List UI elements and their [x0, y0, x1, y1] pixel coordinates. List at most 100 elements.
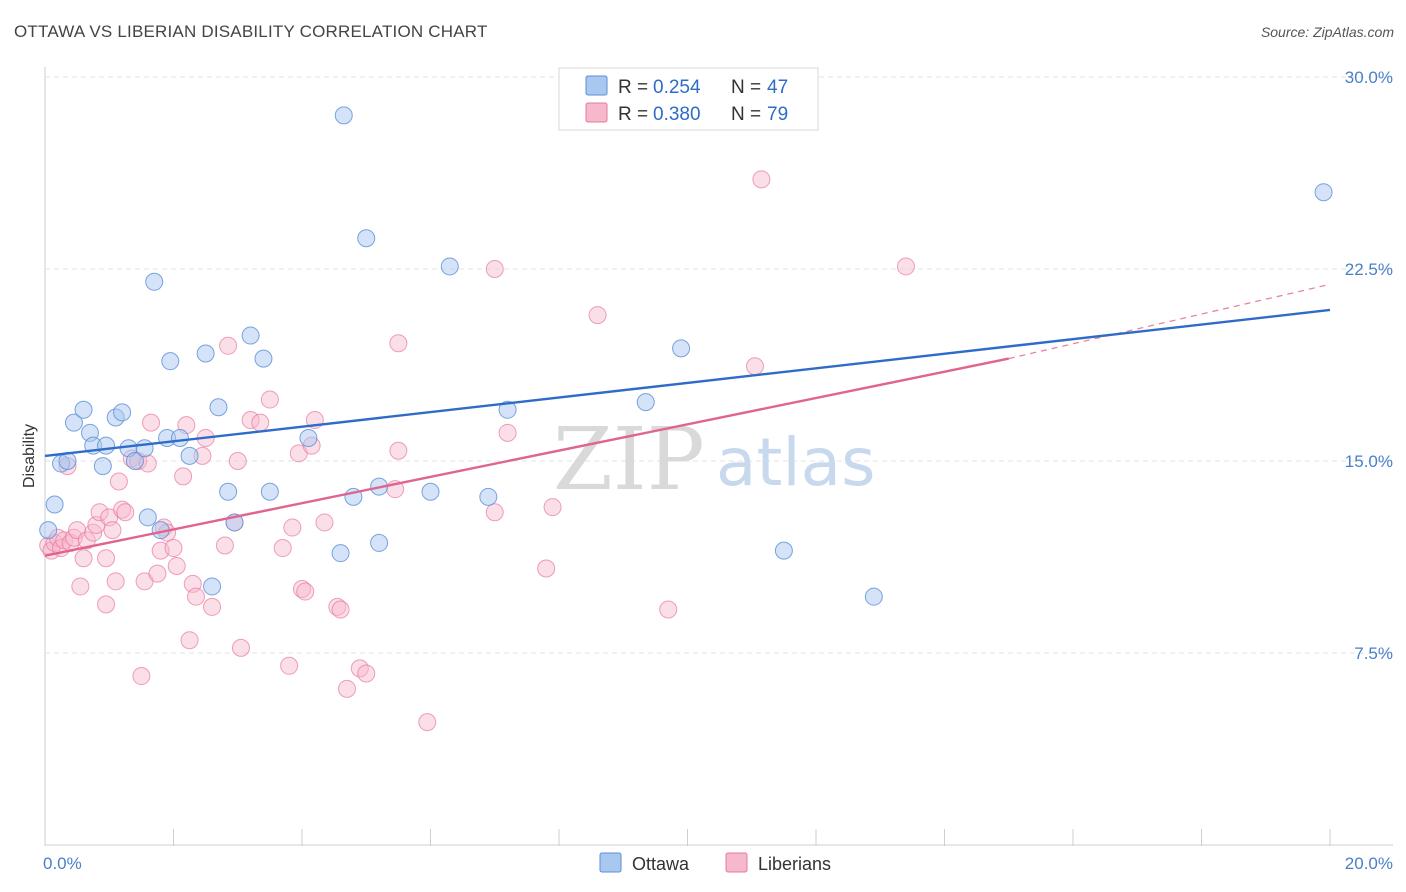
y-axis-label: Disability: [21, 424, 38, 488]
liberian-point: [71, 577, 90, 596]
ottawa-point: [636, 393, 655, 412]
ottawa-point: [145, 272, 164, 291]
liberian-point: [418, 713, 437, 732]
liberian-point: [389, 441, 408, 460]
ottawa-point: [370, 533, 389, 552]
ottawa-point: [421, 482, 440, 501]
chart-title: OTTAWA VS LIBERIAN DISABILITY CORRELATIO…: [14, 22, 488, 41]
liberian-point: [485, 503, 504, 522]
legend-liberian-r-label: R =: [618, 104, 648, 125]
ottawa-point: [1314, 183, 1333, 202]
ottawa-point: [64, 413, 83, 432]
ottawa-point: [97, 436, 116, 455]
ottawa-point: [254, 349, 273, 368]
liberian-point: [109, 472, 128, 491]
liberian-point: [231, 638, 250, 657]
liberian-point: [203, 597, 222, 616]
y-tick-label: 15.0%: [1345, 452, 1393, 471]
bottom-legend-ottawa-label: Ottawa: [632, 854, 690, 874]
watermark-atlas: atlas: [716, 424, 876, 501]
liberian-point: [180, 631, 199, 650]
legend-ottawa-r-label: R =: [618, 77, 648, 98]
liberian-point: [97, 549, 116, 568]
liberian-point: [164, 539, 183, 558]
liberian-point: [106, 572, 125, 591]
liberian-point: [588, 306, 607, 325]
bottom-legend: Ottawa Liberians: [599, 852, 831, 874]
liberian-point: [77, 531, 96, 550]
ottawa-point: [74, 400, 93, 419]
liberian-point: [543, 498, 562, 517]
ottawa-point: [138, 508, 157, 527]
grid-lines: [45, 76, 1393, 654]
legend-ottawa-n-value: 47: [767, 77, 788, 98]
x-tick-labels: 0.0% 20.0%: [43, 854, 1393, 873]
liberian-point: [228, 452, 247, 470]
liberian-point: [113, 500, 132, 519]
liberian-point: [116, 503, 135, 522]
legend-ottawa-swatch: [585, 75, 608, 96]
legend-liberian-r-value: 0.380: [653, 104, 701, 125]
liberian-point: [167, 556, 186, 575]
liberian-point: [485, 260, 504, 278]
ottawa-point: [45, 495, 64, 514]
liberian-point: [283, 518, 302, 537]
liberian-point: [328, 597, 347, 616]
legend: R = 0.254 N = 47 R = 0.380 N = 79: [558, 67, 819, 131]
legend-ottawa-n-label: N =: [731, 77, 761, 98]
liberian-point: [389, 334, 408, 353]
ottawa-point: [498, 400, 517, 419]
liberian-point: [337, 679, 356, 698]
ottawa-point: [209, 398, 228, 417]
axes: [44, 67, 1393, 846]
liberian-point: [148, 564, 167, 583]
y-tick-label: 7.5%: [1354, 644, 1393, 663]
watermark: ZIP atlas: [553, 410, 876, 510]
ottawa-point: [774, 541, 793, 560]
liberian-point: [659, 600, 678, 619]
liberian-point: [251, 413, 270, 432]
ottawa-point: [260, 482, 279, 501]
ottawa-trend-line: [44, 308, 1331, 458]
liberian-point: [219, 336, 238, 355]
liberian-point: [132, 667, 151, 686]
liberian-point: [186, 587, 205, 606]
legend-liberian-swatch: [585, 102, 608, 123]
ottawa-point: [170, 428, 189, 447]
liberian-point: [357, 664, 376, 683]
ottawa-point: [864, 587, 883, 606]
trend-lines: [44, 283, 1331, 557]
liberian-point: [74, 549, 93, 568]
ottawa-point: [357, 229, 376, 248]
liberian-trend-extension: [1008, 283, 1331, 360]
x-tick-label-end: 20.0%: [1345, 854, 1393, 873]
liberian-point: [260, 390, 279, 409]
ottawa-point: [334, 106, 353, 125]
liberian-trend-line: [44, 357, 1009, 557]
liberian-point: [90, 503, 109, 522]
y-tick-labels: 7.5% 15.0% 22.5% 30.0%: [1345, 68, 1393, 663]
ottawa-point: [299, 428, 318, 447]
liberian-point: [174, 467, 193, 486]
y-tick-label: 22.5%: [1345, 260, 1393, 279]
liberian-point: [142, 413, 161, 432]
liberian-point: [103, 521, 122, 540]
ottawa-point: [241, 326, 260, 345]
liberian-point: [97, 595, 116, 614]
liberian-point: [498, 423, 517, 442]
liberian-point: [537, 559, 556, 578]
ottawa-point: [331, 544, 350, 563]
liberian-point: [745, 357, 764, 376]
ottawa-point: [113, 403, 132, 422]
ottawa-point: [479, 487, 498, 506]
bottom-legend-ottawa-swatch: [599, 852, 622, 873]
liberian-point: [293, 580, 311, 598]
ottawa-point: [196, 344, 215, 363]
ottawa-point: [39, 521, 58, 540]
liberian-point: [752, 170, 771, 189]
liberian-point: [215, 536, 234, 555]
ottawa-points: [39, 73, 1333, 606]
ottawa-point: [672, 339, 691, 358]
x-tick-label-start: 0.0%: [43, 854, 82, 873]
